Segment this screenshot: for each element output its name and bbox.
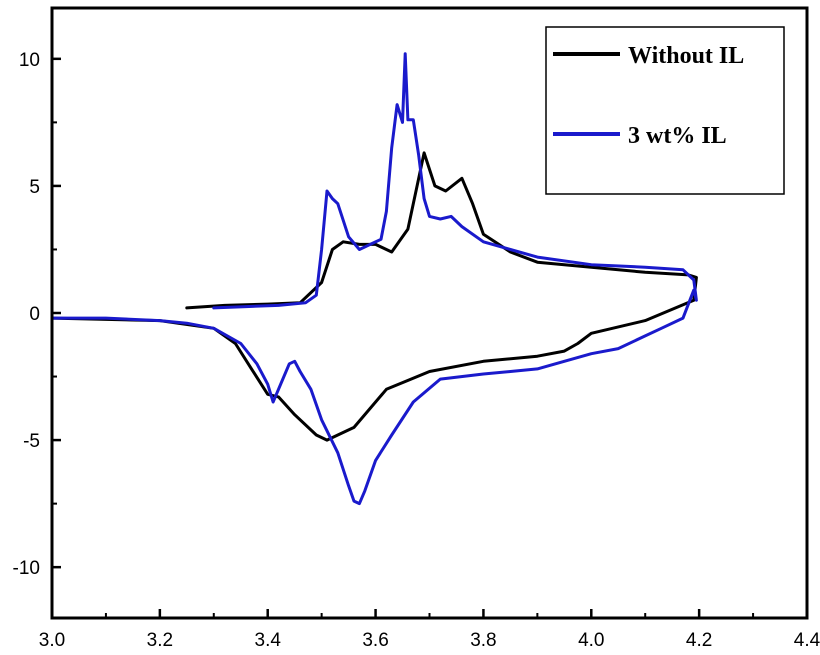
x-tick-label: 3.0 <box>39 630 65 651</box>
y-tick-label: -5 <box>23 431 40 452</box>
legend: Without IL 3 wt% IL <box>545 26 785 195</box>
y-tick-label: -10 <box>13 558 40 579</box>
x-tick-label: 4.4 <box>794 630 820 651</box>
y-tick-label: 10 <box>19 50 40 71</box>
y-tick-label: 0 <box>29 304 40 325</box>
x-tick-label: 3.6 <box>362 630 388 651</box>
x-tick-label: 3.2 <box>147 630 173 651</box>
legend-label-3wt-il: 3 wt% IL <box>628 123 727 149</box>
x-tick-label: 3.4 <box>255 630 282 651</box>
x-tick-label: 4.2 <box>686 630 712 651</box>
series-line-without-il <box>50 151 698 442</box>
y-tick-label: 5 <box>29 177 40 198</box>
series-line-3wt-il <box>50 52 698 506</box>
x-tick-label: 4.0 <box>578 630 604 651</box>
x-tick-label: 3.8 <box>470 630 496 651</box>
tick-labels-layer: 3.0 3.2 3.4 3.6 3.8 4.0 4.2 4.4 10 5 0 -5 -10 <box>13 50 820 651</box>
plot-frame <box>50 6 809 620</box>
legend-label-without-il: Without IL <box>628 43 744 69</box>
series-layer <box>50 52 698 506</box>
